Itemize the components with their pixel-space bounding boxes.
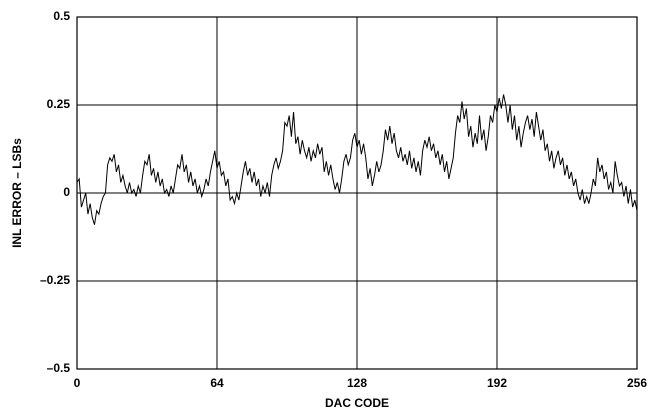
y-tick-label: 0.5	[53, 9, 70, 23]
y-axis-label: INL ERROR – LSBs	[10, 138, 24, 248]
x-tick-label: 0	[74, 376, 81, 390]
x-tick-label: 128	[347, 376, 367, 390]
y-tick-label: –0.25	[40, 273, 70, 287]
x-tick-label: 256	[627, 376, 647, 390]
data-line	[76, 94, 638, 225]
x-tick-label: 64	[210, 376, 224, 390]
y-tick-label: –0.5	[47, 361, 71, 375]
y-tick-label: 0.25	[47, 97, 71, 111]
x-axis-label: DAC CODE	[325, 396, 389, 410]
y-tick-label: 0	[63, 185, 70, 199]
x-tick-label: 192	[487, 376, 507, 390]
